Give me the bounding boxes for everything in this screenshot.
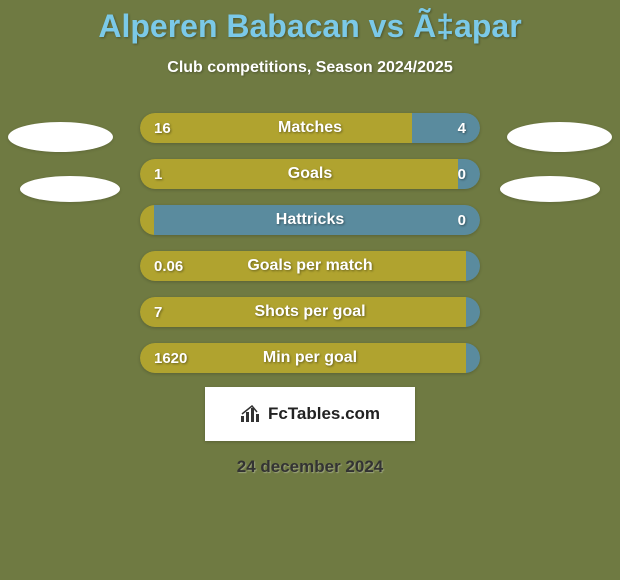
stat-right-value: 0	[458, 166, 466, 183]
stat-row: 1620 Min per goal	[0, 335, 620, 381]
bar-left: 16	[140, 113, 412, 143]
stat-bar-goals: 1 0 Goals	[140, 159, 480, 189]
stat-row: 1 0 Goals	[0, 151, 620, 197]
subtitle: Club competitions, Season 2024/2025	[0, 59, 620, 77]
stat-row: 0.06 Goals per match	[0, 243, 620, 289]
stat-label: Shots per goal	[254, 303, 365, 321]
bar-right: 4	[412, 113, 480, 143]
bar-right	[466, 343, 480, 373]
stat-left-value: 1	[154, 166, 162, 183]
brand-text: FcTables.com	[268, 404, 380, 424]
stat-right-value: 4	[458, 120, 466, 137]
stat-label: Hattricks	[276, 211, 344, 229]
stats-area: 16 4 Matches 1 0 Goals 0 0 Hattricks 0.0…	[0, 105, 620, 381]
stat-label: Min per goal	[263, 349, 357, 367]
stat-left-value: 16	[154, 120, 171, 137]
stat-row: 0 0 Hattricks	[0, 197, 620, 243]
bar-right	[466, 297, 480, 327]
comparison-infographic: Alperen Babacan vs Ã‡apar Club competiti…	[0, 0, 620, 580]
stat-label: Matches	[278, 119, 342, 137]
bar-left: 0	[140, 205, 154, 235]
chart-icon	[240, 405, 262, 423]
stat-bar-matches: 16 4 Matches	[140, 113, 480, 143]
stat-right-value: 0	[458, 212, 466, 229]
brand-content: FcTables.com	[240, 404, 380, 424]
date-text: 24 december 2024	[0, 457, 620, 477]
stat-bar-min-per-goal: 1620 Min per goal	[140, 343, 480, 373]
stat-left-value: 7	[154, 304, 162, 321]
stat-bar-goals-per-match: 0.06 Goals per match	[140, 251, 480, 281]
stat-left-value: 1620	[154, 350, 187, 367]
stat-row: 7 Shots per goal	[0, 289, 620, 335]
bar-right	[466, 251, 480, 281]
page-title: Alperen Babacan vs Ã‡apar	[0, 8, 620, 45]
stat-bar-shots-per-goal: 7 Shots per goal	[140, 297, 480, 327]
bar-right: 0	[458, 159, 480, 189]
stat-label: Goals	[288, 165, 332, 183]
stat-bar-hattricks: 0 0 Hattricks	[140, 205, 480, 235]
stat-row: 16 4 Matches	[0, 105, 620, 151]
stat-label: Goals per match	[247, 257, 372, 275]
stat-left-value: 0.06	[154, 258, 183, 275]
brand-box: FcTables.com	[205, 387, 415, 441]
